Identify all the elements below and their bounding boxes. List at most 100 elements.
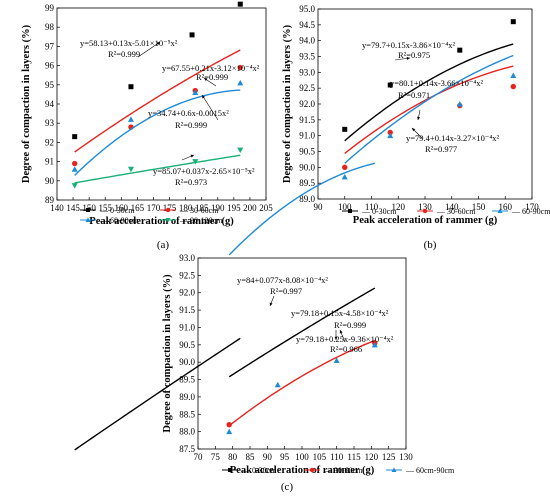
chart-panel-1: 1401451501551601651701751801851901952002… xyxy=(21,1,273,451)
x-tick-label: 180 xyxy=(179,203,193,213)
data-point-30-60cm xyxy=(510,83,516,90)
data-point-90-120cm xyxy=(127,166,134,173)
data-point-0-30cm xyxy=(237,1,243,7)
fit-r2: R²=0.999 xyxy=(196,72,228,82)
fit-equation: y=84+0.077x-8.08×10⁻⁴x² xyxy=(237,275,328,285)
y-tick-label: 90.5 xyxy=(179,340,195,350)
panel-label: (a) xyxy=(157,239,170,251)
y-tick-label: 88.0 xyxy=(179,427,195,437)
fit-r2: R²=0.997 xyxy=(270,286,302,296)
data-point-0-30cm xyxy=(189,32,195,38)
fit-line-90-120cm xyxy=(74,154,241,184)
fit-equation: y=79.4+0.14x-3.27×10⁻⁴x² xyxy=(406,133,500,143)
legend-label: — 0-30cm xyxy=(241,466,277,475)
fit-r2: R²=0.977 xyxy=(425,144,457,154)
y-tick-label: 93.0 xyxy=(179,253,195,263)
fit-equation: y=79.18+0.15x-4.58×10⁻⁴x² xyxy=(291,308,389,318)
data-point-60-90cm xyxy=(456,101,463,107)
legend-marker xyxy=(309,467,315,473)
data-point-0-30cm xyxy=(72,134,78,140)
data-point-0-30cm xyxy=(457,47,463,53)
y-tick-label: 89 xyxy=(45,195,55,205)
x-tick-label: 170 xyxy=(525,202,539,212)
fit-r2: R²=0.973 xyxy=(175,177,207,187)
data-point-60-90cm xyxy=(71,166,78,172)
x-tick-label: 155 xyxy=(98,203,112,213)
y-tick-label: 89.0 xyxy=(179,392,195,402)
fit-equation: y=67.55+0.21x-3.12×10⁻⁴x² xyxy=(162,63,260,73)
arrow-head xyxy=(412,128,416,132)
fit-r2: R²=0.966 xyxy=(330,344,362,354)
fit-equation: y=79.18+0.25x-9.36×10⁻⁴x² xyxy=(296,334,394,344)
x-tick-label: 85 xyxy=(246,452,256,462)
arrow-head xyxy=(202,95,205,99)
x-tick-label: 115 xyxy=(347,452,361,462)
data-point-60-90cm xyxy=(510,72,517,78)
y-tick-label: 89.5 xyxy=(179,375,195,385)
arrow-head xyxy=(417,116,421,120)
x-tick-label: 90 xyxy=(314,202,324,212)
y-tick-label: 92 xyxy=(45,137,54,147)
fit-r2: R²=0.999 xyxy=(175,120,207,130)
fit-line-30-60cm xyxy=(74,49,241,153)
legend-item-30-60cm: — 30-60cm xyxy=(304,466,363,475)
y-tick-label: 92.5 xyxy=(179,270,195,280)
x-tick-label: 140 xyxy=(445,202,459,212)
x-tick-label: 130 xyxy=(399,452,413,462)
data-point-60cm-90cm xyxy=(274,381,281,388)
data-point-60-90cm xyxy=(127,116,134,122)
arrow-head xyxy=(334,336,338,340)
fit-r2: R²=0.971 xyxy=(398,90,430,100)
arrow-head xyxy=(269,302,273,306)
y-tick-label: 91.0 xyxy=(299,131,315,141)
y-tick-label: 91.5 xyxy=(179,305,195,315)
y-tick-label: 95 xyxy=(45,80,55,90)
y-tick-label: 91.0 xyxy=(179,322,195,332)
y-tick-label: 94.0 xyxy=(299,36,315,46)
y-tick-label: 90.5 xyxy=(299,147,315,157)
data-point-30-60cm xyxy=(71,160,78,167)
panel-label: (c) xyxy=(281,481,294,493)
legend-label: — 90-120cm xyxy=(179,216,223,225)
data-point-90-120cm xyxy=(192,159,199,165)
legend-item-0-30cm: — 0-30cm xyxy=(222,466,277,475)
y-tick-label: 91.5 xyxy=(299,115,315,125)
legend-label: — 0-30cm xyxy=(361,207,397,216)
legend-label: — 30-60cm xyxy=(179,206,219,215)
legend-marker xyxy=(391,467,397,472)
x-tick-label: 145 xyxy=(66,203,80,213)
x-tick-label: 130 xyxy=(418,202,432,212)
data-point-30-60cm xyxy=(387,129,393,136)
x-tick-label: 190 xyxy=(211,203,225,213)
x-tick-label: 160 xyxy=(115,203,129,213)
y-tick-label: 87.5 xyxy=(179,444,195,454)
x-tick-label: 175 xyxy=(163,203,177,213)
y-tick-label: 99 xyxy=(45,3,55,13)
y-tick-label: 89.0 xyxy=(299,194,315,204)
legend-marker xyxy=(165,218,171,223)
chart-panel-3: 70 75 80 85 90 95 100 105 110 115 120 125 13087.588.… xyxy=(162,162,455,493)
fit-line-0-30cm xyxy=(228,287,376,378)
x-tick-label: 165 xyxy=(131,203,145,213)
y-tick-label: 90 xyxy=(45,176,55,186)
y-tick-label: 92.5 xyxy=(299,83,315,93)
x-tick-label: 80 xyxy=(228,452,238,462)
legend-marker xyxy=(228,468,232,472)
y-tick-label: 91 xyxy=(45,157,54,167)
y-tick-label: 96 xyxy=(45,61,55,71)
y-tick-label: 93.0 xyxy=(299,67,315,77)
legend-marker xyxy=(165,207,171,213)
data-point-30-60cm xyxy=(226,421,232,428)
legend-label: — 0-30cm xyxy=(99,206,135,215)
x-tick-label: 90 xyxy=(263,452,273,462)
data-point-0-30cm xyxy=(510,19,516,25)
legend-item-0-30cm: — 0-30cm xyxy=(342,207,397,216)
legend-item-30-60cm: — 30-60cm xyxy=(417,207,476,216)
x-tick-label: 75 xyxy=(211,452,221,462)
data-point-0-30cm xyxy=(128,84,134,90)
arrow-head xyxy=(204,78,208,82)
data-point-60-90cm xyxy=(341,173,348,180)
fit-line-0-30cm xyxy=(344,43,514,142)
fit-line-30-60cm xyxy=(228,339,376,427)
